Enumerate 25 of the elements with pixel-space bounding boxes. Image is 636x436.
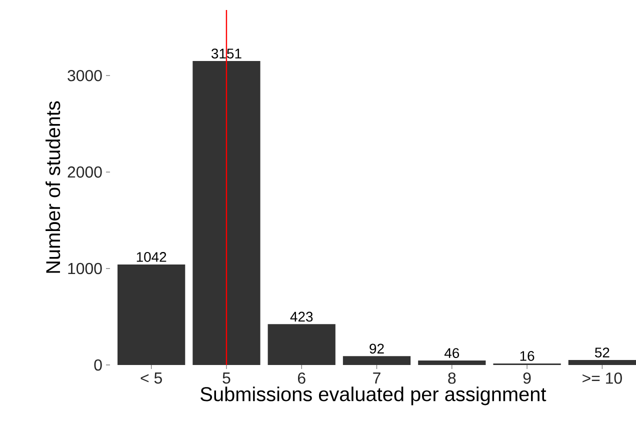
x-tick-label: 7 [373,372,380,384]
x-tick-label: < 5 [140,372,162,384]
data-label: 92 [370,344,384,354]
x-tick-label: 9 [523,372,531,384]
bar [342,356,411,365]
bar [118,264,186,365]
bar [268,324,336,365]
y-tick-label: 3000 [68,70,102,82]
y-tick-label: 0 [94,359,102,371]
data-label: 1042 [136,252,166,262]
y-axis-title: Number of students [46,101,60,273]
bar [418,360,486,365]
data-label: 16 [520,351,534,361]
data-label: 52 [594,348,610,358]
y-tick-label: 2000 [68,166,102,178]
bar [568,360,636,365]
x-tick-label: >= 10 [582,372,622,384]
y-tick-label: 1000 [68,262,102,274]
x-tick-label: 8 [448,372,456,384]
x-tick-label: 6 [298,372,306,384]
data-label: 423 [290,312,313,322]
x-tick-label: 5 [222,372,230,384]
x-axis-title: Submissions evaluated per assignment [200,386,546,406]
bar [192,61,260,365]
data-label: 46 [444,348,460,358]
